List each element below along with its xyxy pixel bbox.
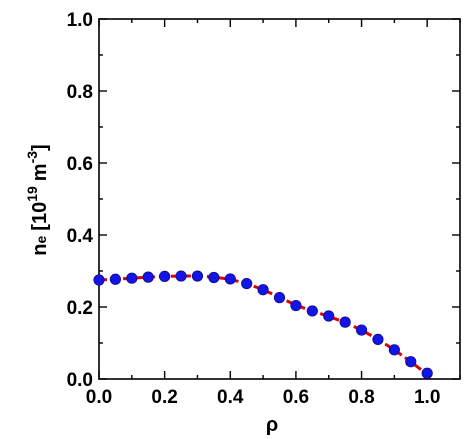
y-label-subscript: e [33,236,49,244]
data-point [175,270,187,282]
x-tick-label: 1.0 [414,387,440,408]
data-point [372,333,384,345]
svg-text:ne[1019m-3]: ne [1019 m-3] [24,144,51,255]
plot-frame [98,18,461,380]
data-point [191,270,204,282]
data-point [208,271,220,284]
y-label-base: n [29,244,51,256]
axis-ticks [98,18,461,380]
x-axis-label: ρ [266,414,278,436]
data-point [93,274,105,286]
x-tick-label: 0.4 [217,387,244,408]
x-tick-label: 0.6 [283,387,309,408]
data-point [388,344,400,356]
data-point [257,284,269,296]
data-point [306,305,318,317]
data-point [142,271,154,283]
y-label-ten-exponent: 19 [24,186,40,202]
data-points-series [93,270,433,379]
data-point [290,299,302,312]
data-point [405,356,417,368]
y-tick-label: 0.0 [67,370,93,391]
y-label-unit-exponent: -3 [24,151,40,164]
data-point [323,310,335,322]
y-label-unit: m [29,163,51,181]
y-tick-label: 0.8 [67,82,93,103]
data-point [241,277,253,290]
data-point [339,316,351,328]
y-tick-label: 1.0 [67,10,93,31]
y-label-bracket-open: [ [29,224,51,231]
x-tick-label: 0.2 [151,387,177,408]
y-axis-label: ne [1019 m-3] [24,144,51,255]
x-tick-label: 0.8 [348,387,374,408]
x-tick-label: 0.0 [86,387,112,408]
y-label-bracket-close: ] [29,144,51,151]
data-point [109,273,122,285]
y-label-ten: 10 [29,202,51,224]
data-point [421,367,433,379]
y-tick-label: 0.2 [67,298,93,319]
y-tick-label: 0.4 [67,226,94,247]
data-point [355,324,368,336]
data-point [273,292,286,304]
x-tick-labels: 0.0 0.2 0.4 0.6 0.8 1.0 [86,387,441,408]
y-tick-labels: 0.0 0.2 0.4 0.6 0.8 1.0 [67,10,94,391]
data-point [126,272,138,284]
data-point [224,273,236,285]
y-tick-label: 0.6 [67,154,93,175]
data-point [159,270,171,282]
